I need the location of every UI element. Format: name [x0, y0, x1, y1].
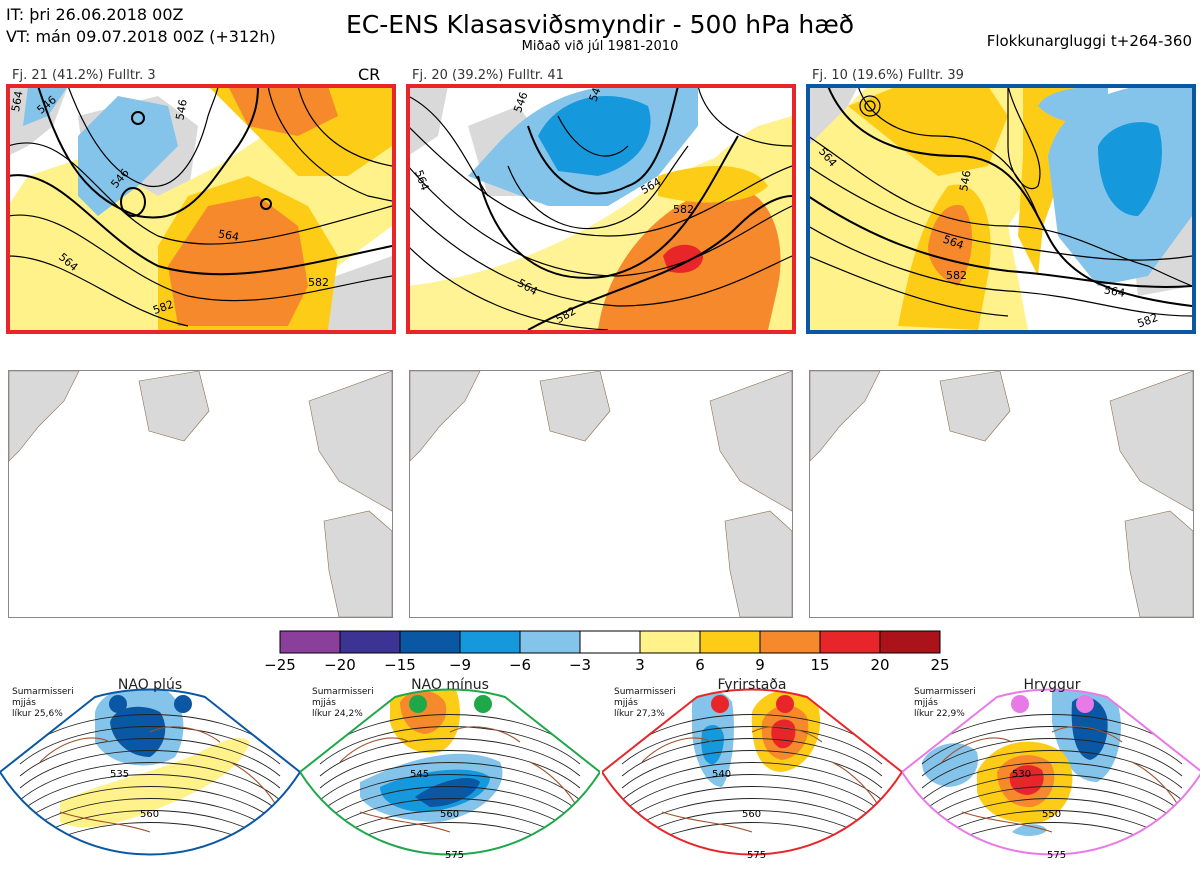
regime-contour-label: 575 [445, 850, 464, 861]
colorbar-bin [579, 630, 641, 654]
colorbar-tick-label: −15 [384, 656, 416, 674]
empty-map-2 [409, 370, 793, 618]
regime-months: mjjás [312, 698, 336, 708]
colorbar [279, 630, 941, 654]
regime-season: Sumarmisseri [12, 687, 74, 697]
regime-contour-label: 575 [1047, 850, 1066, 861]
issue-time-block: IT: þri 26.06.2018 00Z VT: mán 09.07.201… [6, 4, 276, 48]
regime-fan-1: NAO plús Sumarmisseri mjjás líkur 25,6% 535 5… [0, 672, 302, 871]
regime-contour-label: 560 [140, 809, 159, 820]
regime-fan-3: Fyrirstaða Sumarmisseri mjjás líkur 27,3% 54… [600, 672, 904, 871]
regime-title: Hryggur [1024, 677, 1081, 693]
contour-label: 546 [957, 169, 973, 192]
colorbar-tick-label: 6 [695, 656, 705, 674]
regime-fan-2: NAO mínus Sumarmisseri mjjás líkur 24,2% 545… [298, 672, 602, 871]
colorbar-bin [639, 630, 701, 654]
colorbar-tick-label: 15 [810, 656, 830, 674]
colorbar-bin [879, 630, 941, 654]
colorbar-tick-label: −6 [508, 656, 532, 674]
contour-label: 564 [9, 90, 25, 113]
panel-2-label: Fj. 20 (39.2%) Fulltr. 41 [412, 68, 564, 83]
colorbar-tick-label: 3 [635, 656, 645, 674]
panel-3-frame [806, 84, 1196, 334]
regime-marker [1076, 695, 1094, 713]
colorbar-tick-label: −3 [568, 656, 592, 674]
colorbar-bin [459, 630, 521, 654]
regime-contour-label: 560 [440, 809, 459, 820]
colorbar-bin [339, 630, 401, 654]
colorbar-bin [819, 630, 881, 654]
regime-title: NAO mínus [411, 677, 489, 693]
colorbar-bin [699, 630, 761, 654]
regime-marker [1011, 695, 1029, 713]
regime-marker [711, 695, 729, 713]
regime-contour-label: 550 [1042, 809, 1061, 820]
empty-map-1 [8, 370, 393, 618]
cluster-map-2: 546 546 564 582 564 582 564 [408, 86, 792, 330]
regime-title: Fyrirstaða [718, 677, 787, 693]
chart-subtitle: Miðað við júl 1981-2010 [521, 39, 679, 54]
panel-1-tag: CR [358, 65, 381, 84]
colorbar-bin [759, 630, 821, 654]
colorbar-tick-label: 9 [755, 656, 765, 674]
regime-probability: líkur 27,3% [614, 709, 665, 719]
regime-contour-label: 540 [712, 769, 731, 780]
regime-season: Sumarmisseri [914, 687, 976, 697]
contour-label: 582 [1136, 311, 1160, 330]
regime-probability: líkur 22,9% [914, 709, 965, 719]
classification-window: Flokkunargluggi t+264-360 [986, 32, 1192, 50]
regime-marker [174, 695, 192, 713]
regime-contour-label: 560 [742, 809, 761, 820]
cluster-map-1: 564 546 546 546 564 582 582 564 [8, 86, 392, 330]
regime-probability: líkur 24,2% [312, 709, 363, 719]
regime-marker [776, 695, 794, 713]
regime-fan-4: Hryggur Sumarmisseri mjjás líkur 22,9% 530 55… [900, 672, 1200, 871]
contour-label: 582 [946, 269, 967, 282]
regime-title: NAO plús [118, 677, 182, 693]
regime-marker [474, 695, 492, 713]
regime-contour-label: 575 [747, 850, 766, 861]
contour-label: 564 [1103, 283, 1126, 299]
colorbar-tick-label: −25 [264, 656, 296, 674]
contour-label: 546 [173, 98, 189, 121]
colorbar-bin [279, 630, 341, 654]
regime-months: mjjás [914, 698, 938, 708]
regime-marker [109, 695, 127, 713]
contour-label: 582 [308, 276, 329, 289]
panel-1-label: Fj. 21 (41.2%) Fulltr. 3 [12, 68, 156, 83]
colorbar-tick-label: −20 [324, 656, 356, 674]
panel-2-frame [406, 84, 796, 334]
anomaly-fill [8, 86, 392, 330]
colorbar-bin [519, 630, 581, 654]
regime-season: Sumarmisseri [614, 687, 676, 697]
regime-contour-label: 545 [410, 769, 429, 780]
cluster-map-3: 564 546 564 582 564 582 [808, 86, 1192, 330]
regime-probability: líkur 25,6% [12, 709, 63, 719]
regime-months: mjjás [12, 698, 36, 708]
colorbar-bin [399, 630, 461, 654]
regime-months: mjjás [614, 698, 638, 708]
colorbar-tick-label: 25 [930, 656, 950, 674]
chart-title: EC-ENS Klasasviðsmyndir - 500 hPa hæð [345, 10, 855, 39]
empty-map-3 [809, 370, 1194, 618]
panel-1-frame [6, 84, 396, 334]
regime-contour-label: 535 [110, 769, 129, 780]
regime-contour-label: 530 [1012, 769, 1031, 780]
regime-season: Sumarmisseri [312, 687, 374, 697]
issue-time: IT: þri 26.06.2018 00Z [6, 5, 184, 24]
contour-label: 582 [673, 203, 694, 216]
regime-marker [409, 695, 427, 713]
contour-label: 564 [217, 227, 240, 243]
colorbar-tick-label: 20 [870, 656, 890, 674]
colorbar-tick-label: −9 [448, 656, 472, 674]
panel-3-label: Fj. 10 (19.6%) Fulltr. 39 [812, 68, 964, 83]
valid-time: VT: mán 09.07.2018 00Z (+312h) [6, 27, 276, 46]
